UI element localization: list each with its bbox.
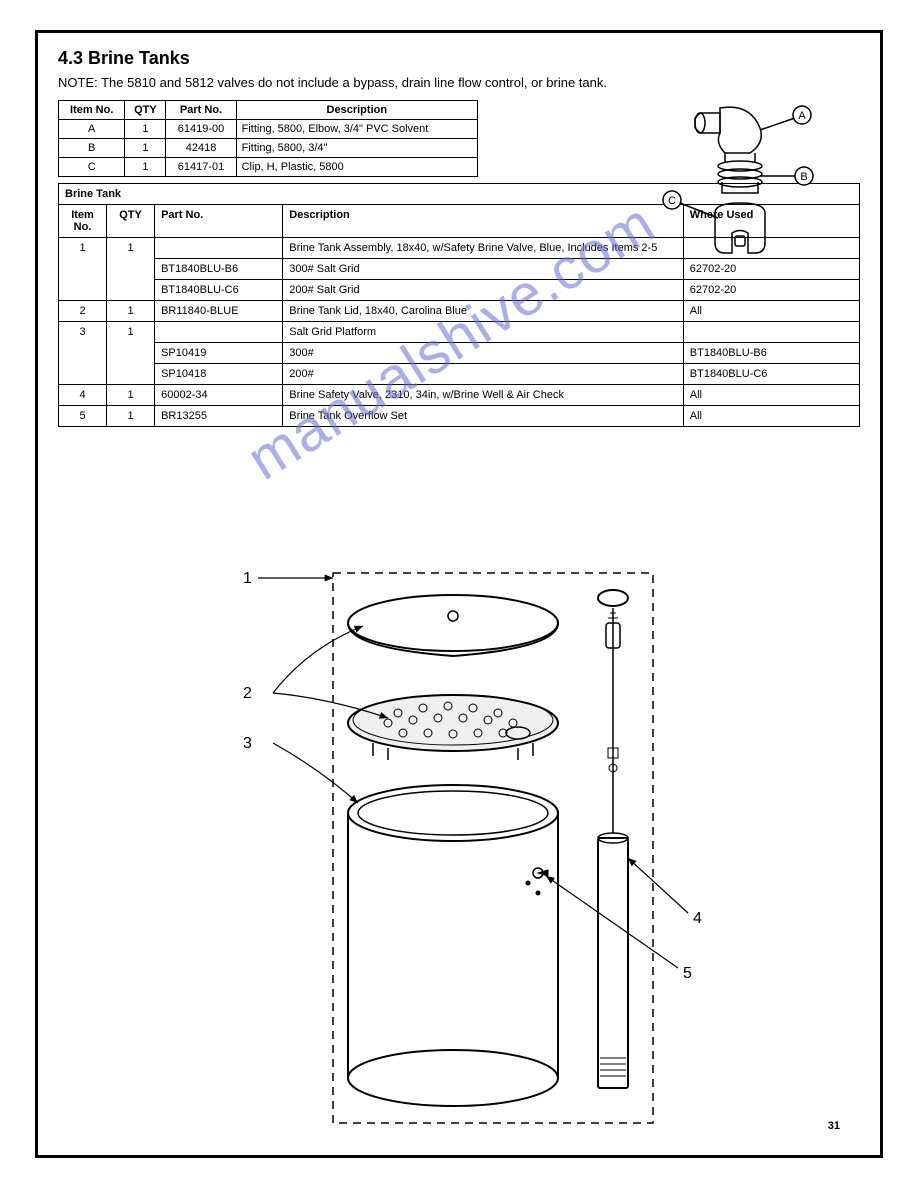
th: QTY bbox=[125, 101, 166, 120]
cell: 3 bbox=[59, 322, 107, 385]
table-row: 4 1 60002-34 Brine Safety Valve, 2310, 3… bbox=[59, 385, 860, 406]
label-3: 3 bbox=[243, 735, 252, 752]
callout-b: B bbox=[800, 171, 807, 183]
cell: 61417-01 bbox=[166, 158, 236, 177]
cell: 5 bbox=[59, 406, 107, 427]
cell: 1 bbox=[107, 238, 155, 301]
th: Description bbox=[236, 101, 477, 120]
cell: 1 bbox=[107, 301, 155, 322]
th: Item No. bbox=[59, 205, 107, 238]
table-row: 5 1 BR13255 Brine Tank Overflow Set All bbox=[59, 406, 860, 427]
cell bbox=[155, 322, 283, 343]
fitting-table: Item No. QTY Part No. Description A 1 61… bbox=[58, 100, 478, 177]
table-row: SP10419 300# BT1840BLU-B6 bbox=[59, 343, 860, 364]
cell: B bbox=[59, 139, 125, 158]
table-row: C 1 61417-01 Clip, H, Plastic, 5800 bbox=[59, 158, 478, 177]
cell: BT1840BLU-C6 bbox=[155, 280, 283, 301]
table-row: SP10418 200# BT1840BLU-C6 bbox=[59, 364, 860, 385]
cell bbox=[155, 238, 283, 259]
cell: 200# bbox=[283, 364, 684, 385]
cell: 42418 bbox=[166, 139, 236, 158]
cell: Salt Grid Platform bbox=[283, 322, 684, 343]
cell: Brine Tank Overflow Set bbox=[283, 406, 684, 427]
cell: Brine Tank Lid, 18x40, Carolina Blue bbox=[283, 301, 684, 322]
th: Description bbox=[283, 205, 684, 238]
cell bbox=[683, 322, 859, 343]
fitting-diagram: A B C bbox=[630, 88, 830, 288]
exploded-diagram: 1 2 3 4 5 bbox=[228, 548, 708, 1138]
cell: 1 bbox=[107, 322, 155, 385]
cell: 1 bbox=[107, 385, 155, 406]
cell: All bbox=[683, 385, 859, 406]
cell: 1 bbox=[107, 406, 155, 427]
th: Part No. bbox=[155, 205, 283, 238]
table-header-row: Item No. QTY Part No. Description bbox=[59, 101, 478, 120]
cell: 1 bbox=[59, 238, 107, 301]
table-row: 2 1 BR11840-BLUE Brine Tank Lid, 18x40, … bbox=[59, 301, 860, 322]
cell: SP10419 bbox=[155, 343, 283, 364]
cell: Fitting, 5800, 3/4" bbox=[236, 139, 477, 158]
label-5: 5 bbox=[683, 965, 692, 982]
cell: 300# bbox=[283, 343, 684, 364]
table-row: B 1 42418 Fitting, 5800, 3/4" bbox=[59, 139, 478, 158]
cell: BR13255 bbox=[155, 406, 283, 427]
page-border: 4.3 Brine Tanks NOTE: The 5810 and 5812 … bbox=[35, 30, 883, 1158]
th: Part No. bbox=[166, 101, 236, 120]
cell: SP10418 bbox=[155, 364, 283, 385]
cell: Clip, H, Plastic, 5800 bbox=[236, 158, 477, 177]
cell: All bbox=[683, 406, 859, 427]
cell: BT1840BLU-B6 bbox=[683, 343, 859, 364]
cell: 2 bbox=[59, 301, 107, 322]
page-number: 31 bbox=[828, 1120, 840, 1132]
cell: 300# Salt Grid bbox=[283, 259, 684, 280]
label-1: 1 bbox=[243, 570, 252, 587]
cell: Brine Safety Valve, 2310, 34in, w/Brine … bbox=[283, 385, 684, 406]
th: Item No. bbox=[59, 101, 125, 120]
section-title: 4.3 Brine Tanks bbox=[58, 48, 860, 69]
cell: C bbox=[59, 158, 125, 177]
cell: BR11840-BLUE bbox=[155, 301, 283, 322]
cell: 1 bbox=[125, 139, 166, 158]
label-4: 4 bbox=[693, 910, 702, 927]
cell: A bbox=[59, 120, 125, 139]
page-content: 4.3 Brine Tanks NOTE: The 5810 and 5812 … bbox=[58, 48, 860, 1140]
cell: Brine Tank Assembly, 18x40, w/Safety Bri… bbox=[283, 238, 684, 259]
cell: 1 bbox=[125, 120, 166, 139]
label-2: 2 bbox=[243, 685, 252, 702]
cell: 60002-34 bbox=[155, 385, 283, 406]
callout-a: A bbox=[798, 110, 806, 122]
cell: 1 bbox=[125, 158, 166, 177]
table-row: A 1 61419-00 Fitting, 5800, Elbow, 3/4" … bbox=[59, 120, 478, 139]
callout-c: C bbox=[668, 195, 676, 207]
cell: BT1840BLU-C6 bbox=[683, 364, 859, 385]
table-row: 3 1 Salt Grid Platform bbox=[59, 322, 860, 343]
cell: 61419-00 bbox=[166, 120, 236, 139]
cell: All bbox=[683, 301, 859, 322]
cell: 200# Salt Grid bbox=[283, 280, 684, 301]
cell: Fitting, 5800, Elbow, 3/4" PVC Solvent bbox=[236, 120, 477, 139]
th: QTY bbox=[107, 205, 155, 238]
cell: BT1840BLU-B6 bbox=[155, 259, 283, 280]
cell: 4 bbox=[59, 385, 107, 406]
